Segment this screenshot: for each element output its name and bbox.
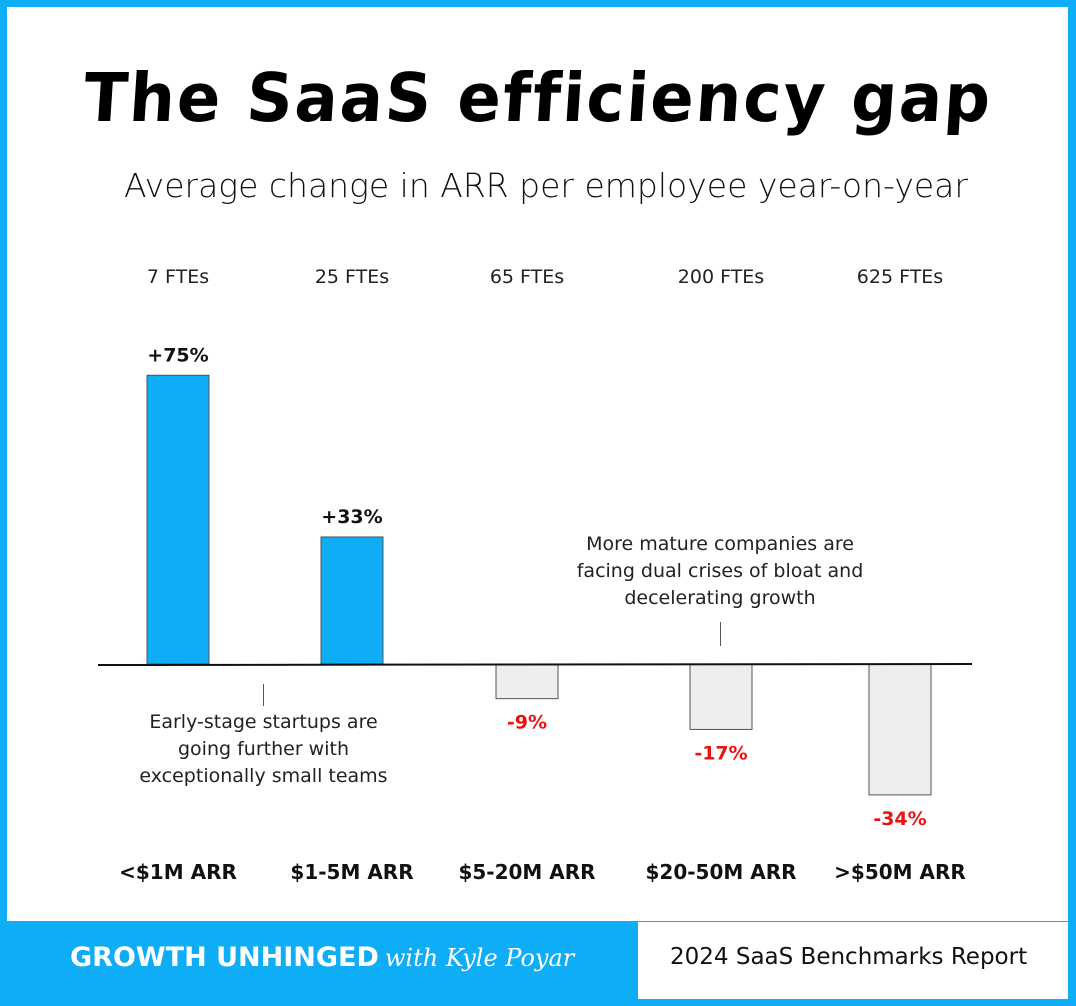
data-label: -17%: [694, 742, 747, 764]
footer-report-panel: [638, 922, 1068, 999]
team-size-label: 200 FTEs: [677, 266, 765, 288]
bar-4: [868, 663, 932, 796]
chart-subtitle: Average change in ARR per employee year-…: [124, 166, 968, 205]
annotation-line: going further with: [178, 738, 349, 760]
annotation-mature: More mature companies are facing dual cr…: [540, 531, 900, 612]
brand-name: GROWTH UNHINGED: [70, 942, 379, 973]
annotation-line: exceptionally small teams: [139, 765, 388, 787]
team-size-label: 25 FTEs: [314, 266, 390, 288]
category-label: >$50M ARR: [834, 860, 966, 884]
category-label: $1-5M ARR: [290, 860, 414, 884]
category-label: $5-20M ARR: [458, 860, 596, 884]
annotation-line: More mature companies are: [586, 533, 854, 555]
brand-byline: with Kyle Poyar: [384, 944, 575, 972]
annotation-early-stage: Early-stage startups are going further w…: [100, 709, 427, 790]
category-label: $20-50M ARR: [645, 860, 797, 884]
report-name: 2024 SaaS Benchmarks Report: [670, 944, 1028, 970]
bar-3: [689, 663, 753, 730]
team-size-label: 625 FTEs: [856, 266, 944, 288]
footer-brand-panel: [0, 922, 638, 1006]
bar-2: [495, 663, 559, 700]
data-label: -34%: [873, 808, 926, 830]
brand-logo: GROWTH UNHINGED with Kyle Poyar: [70, 942, 574, 973]
team-size-label: 65 FTEs: [489, 266, 565, 288]
data-label: -9%: [507, 712, 547, 734]
annotation-line: facing dual crises of bloat and: [576, 560, 864, 582]
bar-0: [146, 374, 210, 665]
annotation-line: Early-stage startups are: [149, 711, 378, 733]
team-size-label: 7 FTEs: [146, 266, 210, 288]
category-label: <$1M ARR: [119, 860, 237, 884]
annotation-line: decelerating growth: [624, 587, 816, 609]
zero-axis-line: [97, 663, 973, 666]
data-label: +75%: [147, 344, 208, 366]
bar-1: [320, 536, 384, 665]
annotation-pointer-mature: [720, 622, 721, 646]
annotation-pointer-early: [263, 684, 264, 706]
data-label: +33%: [321, 506, 382, 528]
